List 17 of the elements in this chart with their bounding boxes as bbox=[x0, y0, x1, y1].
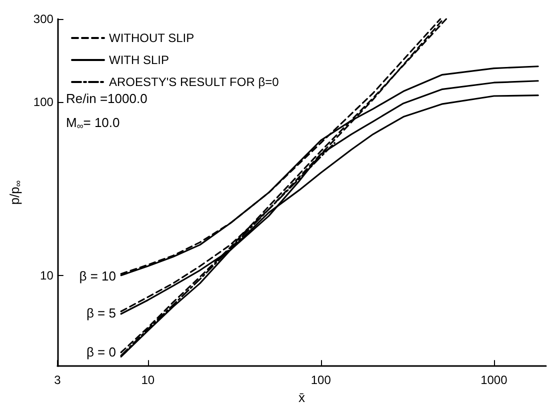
annotation: M∞= 10.0 bbox=[66, 115, 120, 131]
y-axis-title: p/p∞ bbox=[7, 180, 23, 205]
x-tick-label: 3 bbox=[54, 373, 62, 388]
annotation: Re/in =1000.0 bbox=[66, 91, 148, 106]
legend-label: AROESTY'S RESULT FOR β=0 bbox=[109, 75, 280, 89]
x-axis-title: x̄ bbox=[298, 390, 306, 405]
legend-label: WITH SLIP bbox=[109, 53, 170, 67]
y-tick-label: 100 bbox=[33, 94, 54, 109]
x-tick-label: 1000 bbox=[480, 373, 508, 388]
annotation: β = 0 bbox=[86, 344, 116, 360]
legend-label: WITHOUT SLIP bbox=[109, 31, 194, 45]
annotation: β = 5 bbox=[86, 306, 116, 320]
y-tick-label: 10 bbox=[40, 268, 54, 282]
y-tick-label: 300 bbox=[33, 12, 54, 26]
annotation: β = 10 bbox=[79, 268, 116, 284]
x-tick-label: 10 bbox=[141, 373, 155, 388]
x-tick-label: 100 bbox=[310, 373, 332, 388]
